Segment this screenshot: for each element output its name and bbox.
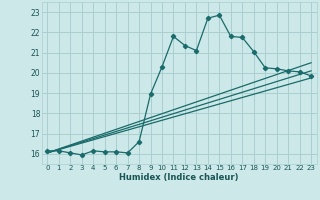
X-axis label: Humidex (Indice chaleur): Humidex (Indice chaleur) [119,173,239,182]
